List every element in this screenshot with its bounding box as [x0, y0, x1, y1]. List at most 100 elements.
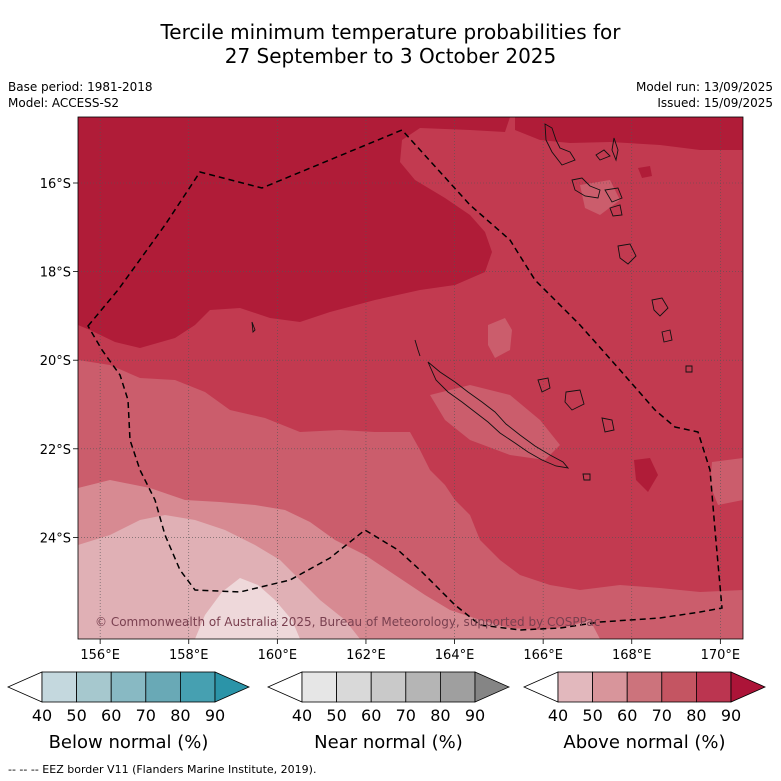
colorbar-tick-label: 50	[582, 706, 602, 725]
base-period-label: Base period: 1981-2018	[8, 80, 153, 94]
graticule	[78, 117, 743, 639]
lon-tick-label: 170°E	[701, 648, 741, 663]
longitude-ticks: 156°E 158°E 160°E 162°E 164°E 166°E 168°E 170°E	[80, 639, 740, 663]
lat-tick-label: 22°S	[40, 443, 71, 458]
above-90-region-ne	[515, 117, 743, 150]
colorbar-tick-label: 40	[32, 706, 52, 725]
colorbar-tick-label: 60	[101, 706, 121, 725]
lon-tick-label: 164°E	[435, 648, 475, 663]
island-ouvea	[537, 377, 551, 393]
colorbar-low-extend	[523, 671, 559, 703]
lon-tick-label: 162°E	[346, 648, 386, 663]
colorbar-cell	[626, 671, 663, 703]
model-run-label: Model run: 13/09/2025	[635, 80, 773, 94]
island-malekula	[571, 177, 601, 199]
lat-tick-label: 20°S	[40, 354, 71, 369]
coastlines	[251, 123, 693, 481]
island-ambrym	[604, 187, 623, 203]
colorbar-tick-label: 40	[292, 706, 312, 725]
colorbar-tick-label: 70	[396, 706, 416, 725]
island-mare	[601, 417, 615, 433]
colorbar-high-extend	[730, 671, 766, 703]
colorbar-cell	[301, 671, 337, 703]
model-label: Model: ACCESS-S2	[8, 96, 120, 110]
colorbar-tick-label: 60	[361, 706, 381, 725]
colorbar-low-extend	[7, 671, 43, 703]
colorbar-tick-label: 70	[136, 706, 156, 725]
colorbar-cell	[370, 671, 407, 703]
colorbar-tick-label: 50	[66, 706, 86, 725]
colorbar-title: Below normal (%)	[49, 732, 209, 753]
lon-tick-label: 158°E	[169, 648, 209, 663]
new-caledonia-outline	[427, 361, 570, 469]
latitude-ticks: 16°S 18°S 20°S 22°S 24°S	[40, 177, 78, 546]
above-90-region	[78, 117, 510, 348]
island-espiritu-santo	[544, 123, 576, 166]
above-90-patch-2	[638, 166, 652, 178]
island-lifou	[564, 389, 585, 411]
eez-border	[87, 129, 723, 631]
above-90-patch	[634, 458, 658, 492]
colorbar-cell	[439, 671, 476, 703]
above-40-region	[195, 578, 300, 639]
colorbar-tick-label: 80	[686, 706, 706, 725]
lat-tick-label: 16°S	[40, 177, 71, 192]
lon-tick-label: 160°E	[258, 648, 298, 663]
island-maewo	[595, 149, 611, 161]
colorbar-cell	[179, 671, 216, 703]
colorbar-high-extend	[474, 671, 510, 703]
above-70-patch-4	[430, 385, 560, 460]
title-line-2: 27 September to 3 October 2025	[224, 44, 557, 68]
colorbars: 40 50 60 70 80 90 Below normal (%) 40 50 60 70 80 90…	[7, 671, 766, 753]
colorbar-tick-label: 40	[548, 706, 568, 725]
colorbar-cell	[405, 671, 441, 703]
title-line-1: Tercile minimum temperature probabilitie…	[160, 20, 621, 44]
island-belep	[414, 339, 421, 357]
island-aneityum	[685, 365, 693, 373]
colorbar-cell	[336, 671, 372, 703]
colorbar-tick-label: 90	[721, 706, 741, 725]
colorbar-low-extend	[267, 671, 303, 703]
lon-tick-label: 156°E	[80, 648, 120, 663]
copyright-text: © Commonwealth of Australia 2025, Bureau…	[95, 615, 600, 629]
lat-tick-label: 18°S	[40, 266, 71, 281]
colorbar-tick-label: 70	[652, 706, 672, 725]
colorbar-title: Above normal (%)	[563, 732, 725, 753]
island-pentecost	[611, 137, 619, 162]
map-frame	[77, 116, 744, 640]
issued-label: Issued: 15/09/2025	[657, 96, 773, 110]
colorbar-tick-label: 90	[205, 706, 225, 725]
island-tanna	[661, 329, 673, 343]
island-chesterfield	[251, 321, 256, 333]
colorbar-tick-label: 80	[170, 706, 190, 725]
above-50-region	[78, 515, 360, 639]
colorbar-2: 40 50 60 70 80 90 Above normal (%)	[523, 671, 766, 753]
colorbar-cell	[696, 671, 732, 703]
lon-tick-label: 168°E	[612, 648, 652, 663]
eez-footnote: -- -- -- EEZ border V11 (Flanders Marine…	[8, 763, 317, 776]
colorbar-cell	[76, 671, 112, 703]
lon-tick-label: 166°E	[523, 648, 563, 663]
colorbar-cell	[661, 671, 697, 703]
colorbar-tick-label: 60	[617, 706, 637, 725]
colorbar-0: 40 50 60 70 80 90 Below normal (%)	[7, 671, 250, 753]
above-70-patch-2	[710, 458, 743, 505]
island-erromango	[651, 297, 669, 317]
colorbar-tick-label: 90	[465, 706, 485, 725]
colorbar-cell	[110, 671, 147, 703]
island-epi	[609, 204, 623, 217]
colorbar-cell	[592, 671, 628, 703]
colorbar-tick-label: 80	[430, 706, 450, 725]
island-pines	[582, 473, 591, 481]
lat-tick-label: 24°S	[40, 531, 71, 546]
colorbar-high-extend	[214, 671, 250, 703]
above-70-patch-3	[580, 180, 620, 215]
colorbar-tick-label: 50	[326, 706, 346, 725]
colorbar-cell	[145, 671, 181, 703]
colorbar-cell	[557, 671, 593, 703]
colorbar-cell	[41, 671, 77, 703]
above-70-patch-1	[488, 318, 512, 358]
colorbar-title: Near normal (%)	[314, 732, 463, 753]
